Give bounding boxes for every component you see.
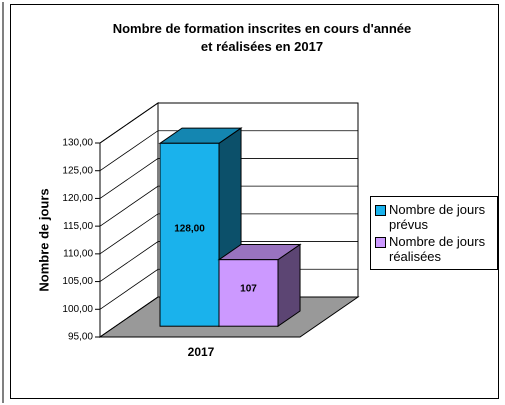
bar [218, 259, 279, 327]
y-tick-label: 130,00 [62, 138, 93, 149]
grid-line [99, 130, 358, 172]
grid-line [99, 185, 358, 227]
legend-label: Nombre de jours réalisées [389, 234, 486, 264]
data-label: 107 [240, 284, 257, 295]
y-axis-label: Nombre de jours [36, 188, 51, 291]
grid-line [99, 241, 358, 282]
y-tick-label: 120,00 [62, 193, 93, 204]
y-tick-label: 110,00 [63, 248, 93, 259]
y-tick-label: 95,00 [68, 332, 93, 343]
y-tick-label: 125,00 [62, 165, 93, 176]
legend-label: Nombre de jours prévus [389, 202, 486, 232]
x-tick-label: 2017 [188, 345, 215, 359]
y-tick-label: 115,00 [63, 221, 93, 232]
bar [159, 142, 220, 327]
y-tick-label: 100,00 [62, 304, 93, 315]
chart-title: Nombre de formation inscrites en cours d… [113, 21, 412, 54]
grid-line [99, 158, 358, 199]
chart-border [10, 4, 499, 399]
grid-line [99, 102, 358, 144]
legend-item: Nombre de jours réalisées [373, 234, 495, 264]
y-tick-label: 105,00 [62, 276, 93, 287]
legend-item: Nombre de jours prévus [373, 202, 495, 232]
data-label: 128,00 [174, 223, 205, 234]
legend-swatch [375, 205, 386, 216]
grid-line [99, 213, 358, 255]
legend-swatch [375, 237, 386, 248]
legend: Nombre de jours prévus Nombre de jours ré… [370, 196, 498, 270]
